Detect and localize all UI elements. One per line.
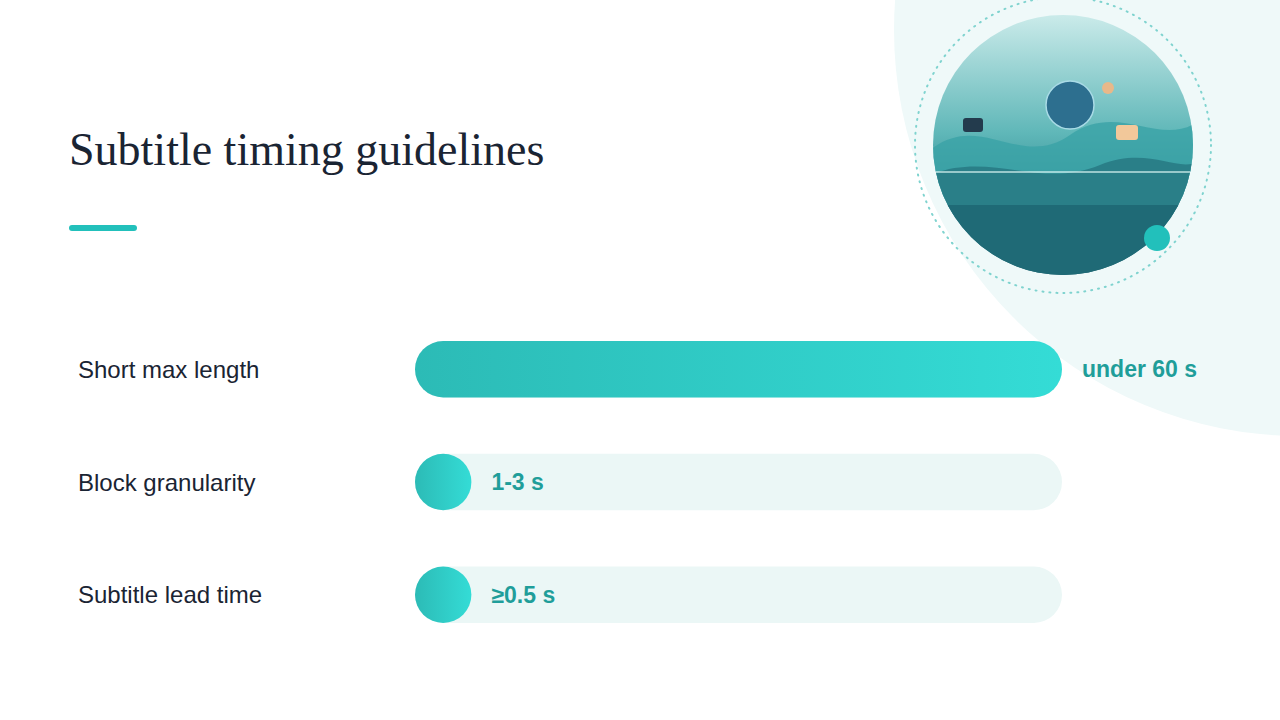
chat-bubble [1116,125,1138,140]
sound-line [935,171,1195,173]
illustration-art [930,12,1200,285]
water [930,205,1200,285]
category-label: Subtitle lead time [78,581,262,608]
bar [415,567,471,623]
range-track [415,454,1062,510]
title: Subtitle timing guidelines [69,124,544,175]
category-label: Block granularity [78,469,255,496]
range-track [415,567,1062,623]
chat-bubble [963,118,983,132]
data-label: 1-3 s [491,469,543,495]
dot [1102,82,1114,94]
title-accent [72,225,134,231]
category-labels: Short max length Block granularity Subtitl… [78,356,262,609]
data-label: ≥0.5 s [491,582,555,608]
data-label: under 60 s [1082,356,1197,382]
globe [1046,81,1094,129]
data-labels: under 60 s 1-3 s ≥0.5 s [491,356,1197,608]
slide: Subtitle timing guidelines Short max leng… [0,0,1280,720]
tracks [415,341,1062,623]
range-track [415,341,1062,397]
bar [415,454,471,510]
dotted-ring [915,0,1211,293]
accent-dot [1144,225,1170,251]
bars [415,341,1062,623]
bar [415,341,1062,397]
category-label: Short max length [78,356,259,383]
illustration [915,0,1211,293]
